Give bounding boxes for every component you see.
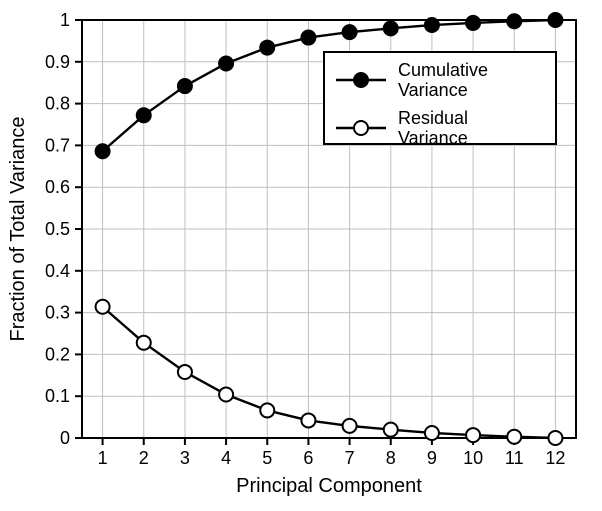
series-marker-1 xyxy=(219,388,233,402)
xtick-label: 4 xyxy=(221,448,231,468)
ytick-label: 0.9 xyxy=(45,52,70,72)
series-marker-0 xyxy=(301,31,315,45)
xtick-label: 8 xyxy=(386,448,396,468)
ytick-label: 1 xyxy=(60,10,70,30)
series-marker-0 xyxy=(343,25,357,39)
series-marker-0 xyxy=(466,16,480,30)
series-marker-0 xyxy=(137,108,151,122)
ytick-label: 0.5 xyxy=(45,219,70,239)
legend-label: Variance xyxy=(398,128,468,148)
series-marker-1 xyxy=(260,403,274,417)
variance-chart: 12345678910111200.10.20.30.40.50.60.70.8… xyxy=(0,0,602,511)
ytick-label: 0.4 xyxy=(45,261,70,281)
xtick-label: 5 xyxy=(262,448,272,468)
xtick-label: 2 xyxy=(139,448,149,468)
xtick-label: 10 xyxy=(463,448,483,468)
series-marker-1 xyxy=(178,365,192,379)
series-marker-1 xyxy=(343,419,357,433)
series-marker-0 xyxy=(96,144,110,158)
xtick-label: 3 xyxy=(180,448,190,468)
series-marker-0 xyxy=(219,56,233,70)
legend: CumulativeVarianceResidualVariance xyxy=(324,52,556,148)
xtick-label: 6 xyxy=(303,448,313,468)
legend-label: Variance xyxy=(398,80,468,100)
series-marker-0 xyxy=(178,79,192,93)
series-marker-1 xyxy=(548,431,562,445)
xtick-label: 7 xyxy=(345,448,355,468)
series-marker-1 xyxy=(301,413,315,427)
ytick-label: 0.1 xyxy=(45,386,70,406)
legend-label: Cumulative xyxy=(398,60,488,80)
series-marker-1 xyxy=(384,423,398,437)
xtick-label: 1 xyxy=(98,448,108,468)
ytick-label: 0 xyxy=(60,428,70,448)
series-marker-0 xyxy=(548,13,562,27)
ytick-label: 0.6 xyxy=(45,177,70,197)
legend-label: Residual xyxy=(398,108,468,128)
chart-svg: 12345678910111200.10.20.30.40.50.60.70.8… xyxy=(0,0,602,511)
x-axis-label: Principal Component xyxy=(236,475,422,497)
series-marker-1 xyxy=(507,430,521,444)
xtick-label: 11 xyxy=(505,448,524,468)
xtick-label: 9 xyxy=(427,448,437,468)
series-marker-1 xyxy=(466,428,480,442)
series-marker-0 xyxy=(260,41,274,55)
ytick-label: 0.8 xyxy=(45,94,70,114)
y-axis-label: Fraction of Total Variance xyxy=(7,117,29,342)
series-marker-1 xyxy=(425,426,439,440)
series-marker-0 xyxy=(507,14,521,28)
series-marker-1 xyxy=(96,300,110,314)
ytick-label: 0.2 xyxy=(45,344,70,364)
series-marker-0 xyxy=(425,18,439,32)
xtick-label: 12 xyxy=(545,448,565,468)
series-marker-1 xyxy=(137,336,151,350)
series-marker-0 xyxy=(384,21,398,35)
ytick-label: 0.7 xyxy=(45,135,70,155)
ytick-label: 0.3 xyxy=(45,303,70,323)
